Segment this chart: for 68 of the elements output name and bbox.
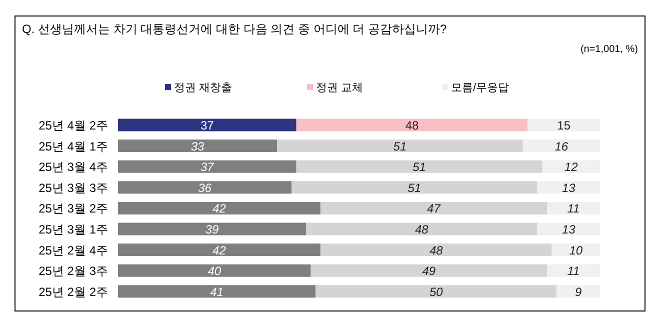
data-label: 37: [200, 160, 216, 174]
data-label: 51: [412, 160, 426, 174]
bar: [306, 222, 538, 236]
data-label: 40: [208, 264, 222, 278]
bar: [118, 202, 320, 214]
data-label: 36: [198, 180, 212, 195]
bar: [118, 244, 320, 256]
bar: [546, 202, 600, 214]
bar: [118, 160, 296, 173]
data-label: 39: [205, 222, 219, 236]
y-tick-label: 25년 2월 3주: [38, 264, 108, 278]
data-label: 11: [567, 264, 580, 278]
data-label: 9: [574, 284, 582, 299]
y-tick-label: 25년 3월 3주: [38, 180, 108, 195]
y-tick-label: 25년 2월 4주: [38, 243, 108, 258]
y-tick-label: 25년 4월 1주: [38, 139, 108, 154]
bar: [542, 160, 600, 173]
bar: [118, 264, 311, 277]
text: (n=1,001, %): [580, 44, 638, 55]
bar: [296, 160, 542, 173]
legend-label: 모름/무응답: [451, 82, 510, 94]
data-label: 49: [422, 264, 436, 278]
bar: [537, 222, 600, 236]
bar: [296, 118, 528, 132]
data-label: 15: [557, 118, 571, 132]
bar: [292, 181, 538, 194]
bar: [118, 118, 296, 132]
data-label: 13: [562, 180, 576, 195]
data-label: 51: [408, 180, 422, 195]
data-label: 16: [554, 139, 568, 154]
data-label: 47: [427, 202, 442, 216]
bar: [320, 244, 552, 256]
data-label: 48: [429, 243, 444, 258]
bar: [320, 202, 547, 214]
bar: [310, 264, 547, 277]
data-label: 13: [562, 222, 576, 236]
bar: [118, 222, 306, 236]
bar: [118, 140, 278, 152]
bar: [537, 181, 600, 194]
bar: [316, 285, 557, 298]
bar: [556, 285, 600, 298]
bar: [277, 140, 523, 152]
data-label: 41: [210, 284, 224, 299]
data-label: 11: [567, 202, 580, 216]
y-tick-label: 25년 3월 4주: [38, 160, 108, 174]
data-label: 37: [200, 118, 214, 132]
bar: [552, 244, 600, 256]
data-label: 10: [569, 243, 583, 258]
legend-label: 정권 교체: [316, 82, 364, 94]
y-tick-label: 25년 4월 2주: [38, 118, 108, 132]
y-tick-label: 25년 2월 2주: [38, 284, 108, 299]
y-tick-label: 25년 3월 2주: [38, 202, 108, 216]
legend-label: 정권 재창출: [174, 82, 232, 94]
data-label: 42: [212, 243, 226, 258]
data-label: 50: [429, 284, 444, 299]
data-label: 12: [564, 160, 578, 174]
data-label: 42: [212, 202, 226, 216]
data-label: 33: [190, 139, 205, 154]
chart-title: Q. 선생님께서는 차기 대통령선거에 대한 다음 의견 중 어디에 더 공감하십니까?: [22, 22, 448, 36]
bar: [118, 181, 292, 194]
bar: [528, 118, 600, 132]
data-label: 51: [393, 139, 407, 154]
bar: [118, 285, 316, 298]
bar: [546, 264, 600, 277]
y-tick-label: 25년 3월 1주: [38, 222, 108, 236]
data-label: 48: [414, 222, 429, 236]
bar: [522, 140, 600, 152]
data-label: 48: [405, 118, 420, 132]
